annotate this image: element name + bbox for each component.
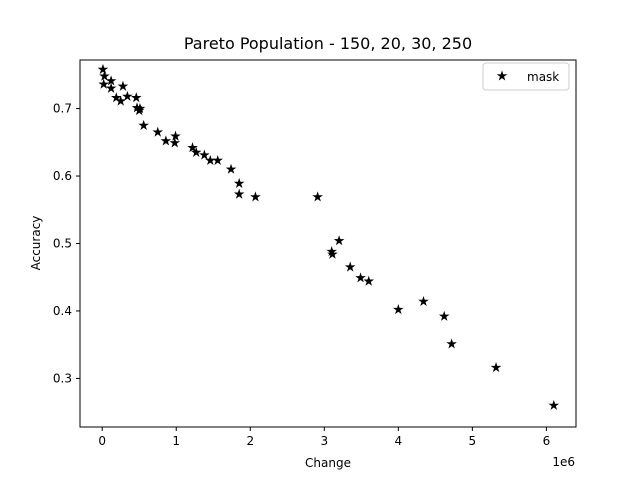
data-point (355, 272, 366, 283)
data-point (212, 154, 223, 166)
data-point (393, 304, 404, 315)
x-tick-label: 6 (543, 434, 551, 448)
y-tick-label: 0.6 (53, 169, 72, 183)
x-axis-label: Change (305, 456, 351, 470)
data-point (169, 137, 181, 148)
x-tick-label: 5 (469, 434, 477, 448)
chart-title: Pareto Population - 150, 20, 30, 250 (184, 34, 472, 53)
data-point (105, 75, 117, 86)
data-point (138, 119, 149, 130)
y-tick-label: 0.7 (53, 102, 72, 116)
x-tick-label: 1 (172, 434, 180, 448)
x-tick-label: 4 (395, 434, 403, 448)
x-tick-label: 3 (320, 434, 328, 448)
legend-label: mask (527, 70, 559, 84)
data-point (490, 362, 502, 373)
legend-star (496, 70, 508, 81)
data-point (233, 188, 245, 199)
data-point (190, 146, 202, 157)
data-point (438, 310, 450, 321)
legend: mask (482, 62, 570, 91)
data-point (225, 163, 237, 174)
y-tick-label: 0.4 (53, 304, 72, 318)
data-point (363, 275, 375, 286)
data-point (418, 295, 429, 307)
legend-box (482, 62, 570, 91)
plot-area (97, 63, 560, 410)
data-point (446, 338, 457, 349)
data-point (99, 70, 110, 81)
data-point (134, 103, 146, 114)
data-point (548, 399, 560, 410)
y-axis-label: Accuracy (29, 216, 43, 271)
data-point (312, 191, 323, 202)
data-point (333, 235, 345, 246)
data-point (122, 90, 133, 101)
data-point (170, 130, 181, 141)
data-point (115, 95, 127, 106)
data-point (327, 248, 338, 259)
data-point (344, 261, 356, 272)
data-point (97, 63, 109, 74)
data-point (105, 82, 117, 93)
data-point (250, 191, 261, 202)
axes: 0 1 2 3 4 5 6 0.3 0.4 0.5 0.6 0.7 (53, 59, 577, 448)
data-point (130, 92, 142, 103)
x-offset-label: 1e6 (552, 455, 575, 469)
y-tick-label: 0.5 (53, 237, 72, 251)
y-tick-label: 0.3 (53, 371, 72, 385)
data-point (233, 177, 245, 188)
data-point (199, 149, 210, 160)
data-point (160, 135, 172, 146)
legend-star-marker (496, 70, 508, 81)
data-point (117, 80, 129, 91)
x-tick-label: 2 (246, 434, 254, 448)
data-point (152, 126, 164, 137)
x-tick-label: 0 (98, 434, 106, 448)
data-point (187, 142, 198, 153)
data-point (98, 78, 109, 89)
